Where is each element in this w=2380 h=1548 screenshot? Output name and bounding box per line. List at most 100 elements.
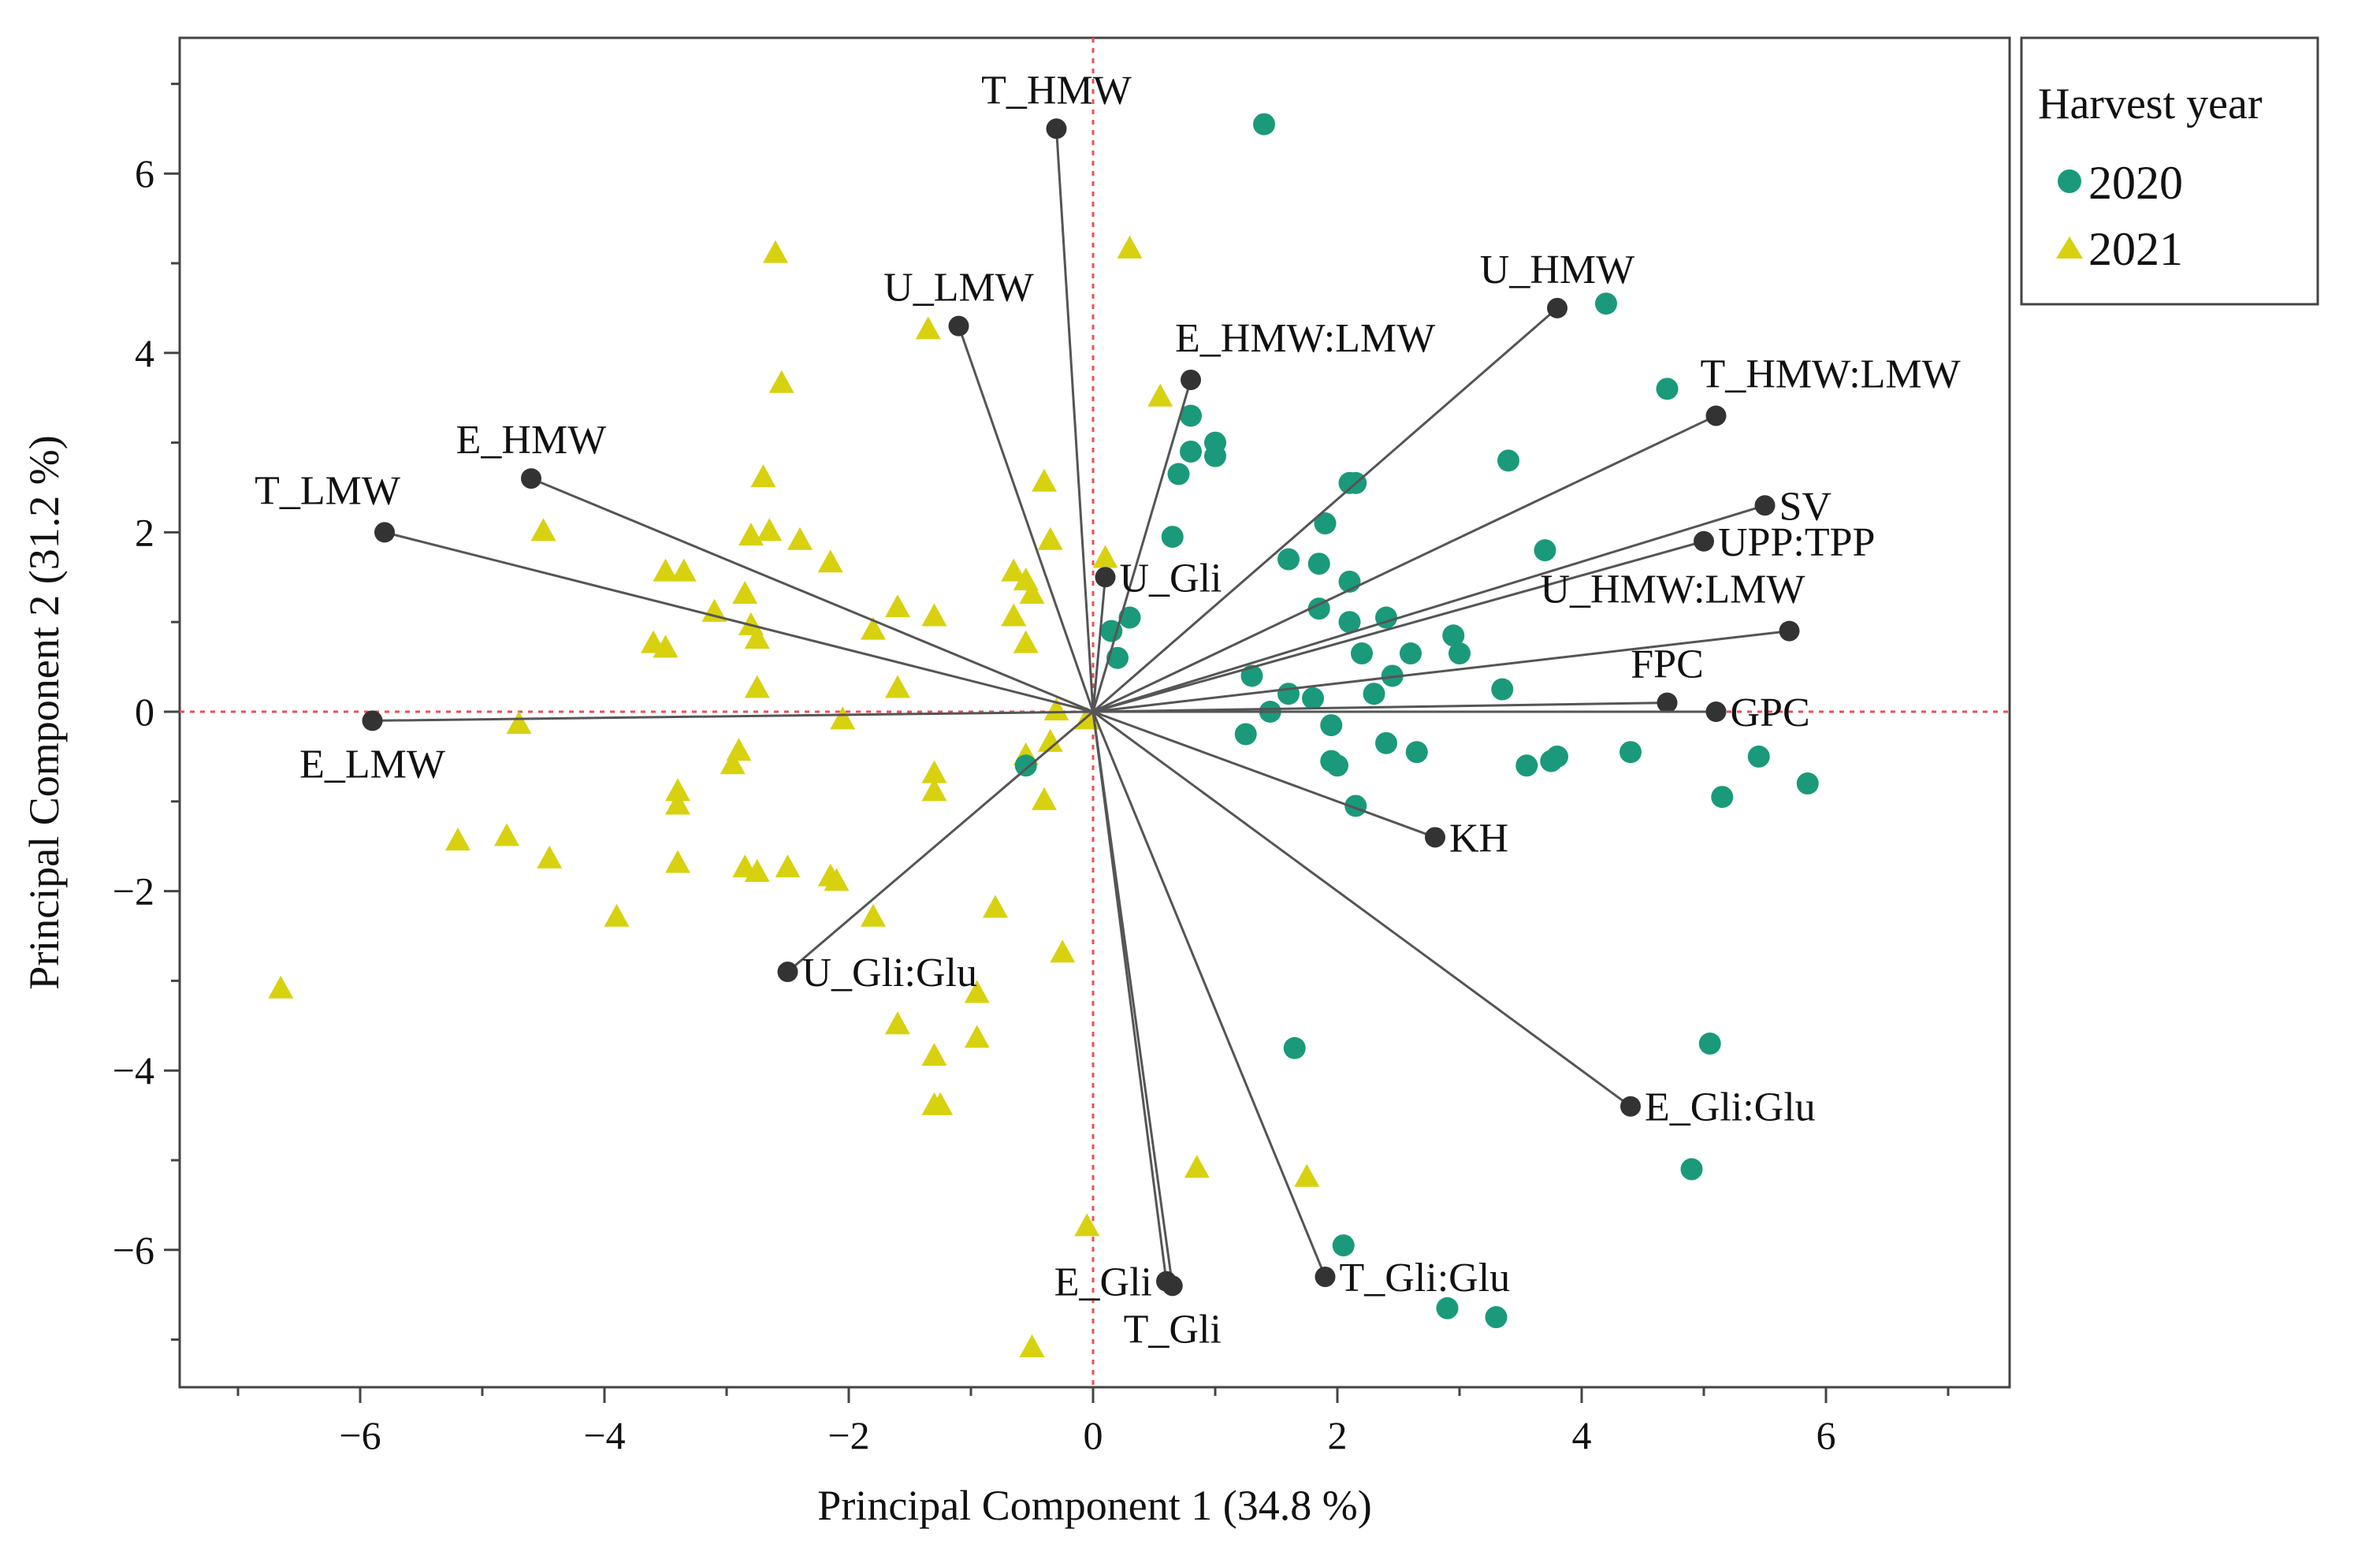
point-2020 (1234, 723, 1257, 746)
loading-endpoint (1095, 567, 1116, 588)
point-2021 (1050, 940, 1076, 963)
point-2021 (744, 858, 770, 882)
point-2021 (983, 895, 1008, 918)
point-2021 (885, 1011, 910, 1035)
legend-label-2021: 2021 (2088, 223, 2183, 275)
point-2020 (1491, 678, 1514, 701)
point-2020 (1485, 1306, 1508, 1329)
point-2020 (1351, 642, 1373, 665)
loading-label: U_Gli:Glu (802, 951, 977, 995)
point-2020 (1436, 1297, 1459, 1319)
loading-arrow (1091, 711, 1327, 1278)
point-2020 (1302, 687, 1324, 709)
loading-label: E_LMW (299, 742, 445, 787)
point-2021 (921, 1043, 947, 1066)
point-2021 (720, 751, 746, 775)
point-2021 (1074, 1213, 1100, 1237)
loading-endpoint (374, 522, 395, 543)
point-2021 (671, 558, 697, 582)
point-2020 (1747, 745, 1770, 768)
y-axis-title: Principal Component 2 (31.2 %) (20, 435, 68, 989)
loading-endpoint (1620, 1096, 1641, 1117)
point-2021 (1013, 630, 1039, 653)
point-2021 (732, 581, 758, 605)
loading-label: U_Gli (1120, 556, 1222, 601)
point-2020 (1400, 642, 1422, 665)
loading-arrow (957, 324, 1095, 713)
y-tick-label: 2 (135, 510, 154, 554)
loading-vectors: T_HMW U_LMW E_HMW:LMW U_HMW T_HMW:LMW SVUPP:T… (255, 68, 1961, 1352)
point-2021 (861, 903, 886, 927)
point-2021 (1032, 787, 1057, 810)
point-2021 (537, 845, 563, 869)
point-2021 (653, 634, 679, 658)
x-tick-label: −2 (827, 1413, 869, 1457)
point-2021 (824, 868, 850, 891)
point-2021 (530, 518, 556, 541)
point-2020 (1307, 597, 1330, 620)
point-2020 (1277, 548, 1300, 571)
loading-arrow (1091, 575, 1110, 713)
loading-endpoint (362, 710, 383, 731)
loading-endpoint (1181, 369, 1201, 390)
point-2020 (1253, 113, 1275, 136)
point-2021 (665, 850, 690, 873)
point-2021 (604, 903, 630, 927)
point-2020 (1448, 642, 1471, 665)
plot-area: −6 −4 −2 0 2 4 6 −6 −4 −2 0 2 4 6 T_HMW U_LMW E_HMW:LM… (113, 36, 2011, 1457)
loading-endpoint (1779, 620, 1800, 642)
loading-arrow (1052, 127, 1095, 713)
point-2021 (1032, 468, 1057, 492)
point-2021 (817, 549, 843, 573)
point-2020 (1277, 683, 1300, 705)
loading-label: T_Gli (1124, 1307, 1222, 1352)
x-axis-ticks: −6 −4 −2 0 2 4 6 (236, 1387, 1950, 1457)
x-tick-label: −6 (339, 1413, 381, 1457)
point-2020 (1314, 512, 1337, 535)
point-2021 (1184, 1155, 1210, 1178)
point-2020 (1106, 646, 1129, 669)
point-2021 (1019, 581, 1045, 605)
point-2021 (1037, 728, 1063, 752)
point-2020 (1307, 553, 1330, 575)
point-2021 (775, 854, 801, 878)
point-2021 (738, 523, 764, 546)
loading-label: GPC (1731, 690, 1810, 735)
point-2021 (915, 316, 941, 340)
loading-arrow (1092, 710, 1632, 1107)
point-2021 (750, 464, 776, 488)
loading-endpoint (1754, 495, 1776, 516)
loading-label: SV (1779, 484, 1831, 529)
series-2020-points (1014, 113, 1819, 1329)
point-2021 (921, 1092, 947, 1115)
loading-label: UPP:TPP (1718, 520, 1875, 565)
point-2021 (653, 558, 679, 582)
loading-arrow (1092, 627, 1791, 713)
loading-arrow (370, 710, 1094, 726)
point-2020 (1711, 786, 1734, 809)
loading-endpoint (521, 468, 541, 489)
point-2021 (506, 711, 532, 735)
point-2021 (1037, 527, 1063, 550)
loading-endpoint (1046, 118, 1067, 140)
loading-label: T_LMW (255, 468, 400, 513)
point-2020 (1167, 463, 1190, 486)
loading-arrow (1092, 415, 1718, 713)
series-2021-points (268, 235, 1320, 1357)
point-2020 (1534, 539, 1556, 562)
point-2020 (1014, 754, 1037, 777)
point-2021 (921, 760, 947, 783)
point-2021 (787, 527, 813, 550)
loading-endpoint (1315, 1266, 1336, 1287)
point-2020 (1442, 624, 1465, 647)
x-tick-label: 2 (1328, 1413, 1348, 1457)
point-2021 (494, 823, 519, 847)
point-2020 (1680, 1158, 1703, 1181)
loading-label: E_Gli:Glu (1645, 1085, 1816, 1130)
point-2021 (861, 616, 886, 640)
point-2020 (1161, 526, 1184, 549)
point-2020 (1698, 1033, 1721, 1055)
y-axis-ticks: −6 −4 −2 0 2 4 6 (113, 82, 180, 1341)
point-2021 (757, 518, 783, 541)
